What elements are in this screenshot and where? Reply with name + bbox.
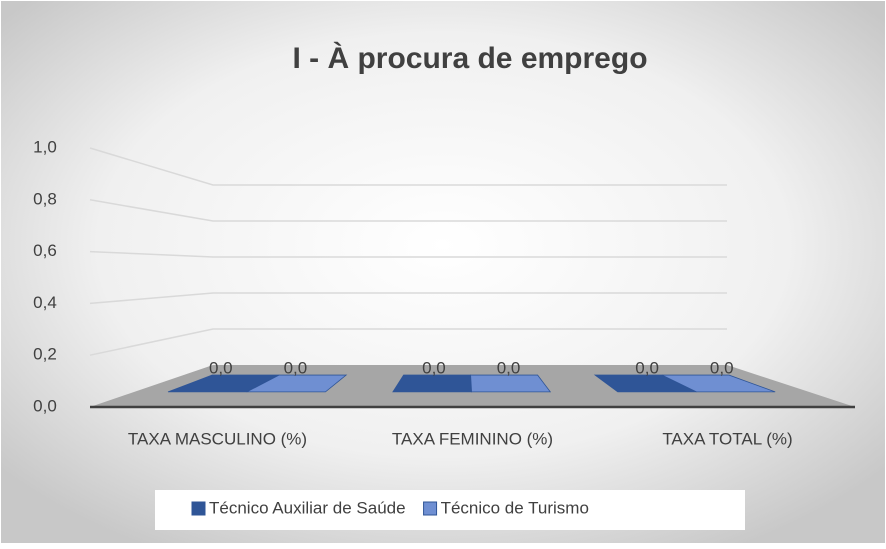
bar	[470, 374, 552, 393]
grid-line	[89, 147, 727, 186]
grid-line	[89, 199, 727, 222]
bar	[246, 374, 348, 393]
value-label: 0,0	[284, 358, 308, 377]
grid-line	[89, 292, 727, 305]
legend	[155, 490, 745, 530]
value-label: 0,0	[422, 358, 446, 377]
y-tick-label: 0,0	[33, 396, 57, 415]
x-tick-label: TAXA FEMININO (%)	[392, 429, 553, 448]
legend-swatch	[423, 501, 438, 516]
legend-label: Técnico Auxiliar de Saúde	[209, 498, 406, 517]
grid-line	[89, 328, 727, 356]
value-label: 0,0	[635, 358, 659, 377]
y-tick-label: 0,6	[33, 241, 57, 260]
grid-line	[89, 250, 727, 258]
x-tick-label: TAXA MASCULINO (%)	[128, 429, 307, 448]
legend-label: Técnico de Turismo	[441, 498, 589, 517]
y-tick-label: 0,2	[33, 345, 57, 364]
bar	[661, 374, 776, 393]
x-tick-label: TAXA TOTAL (%)	[662, 429, 792, 448]
legend-swatch	[191, 501, 206, 516]
y-tick-label: 0,4	[33, 293, 57, 312]
chart-title: I - À procura de emprego	[292, 41, 647, 75]
value-label: 0,0	[497, 358, 521, 377]
value-label: 0,0	[209, 358, 233, 377]
y-tick-label: 1,0	[33, 137, 57, 156]
y-tick-label: 0,8	[33, 189, 57, 208]
bar	[392, 374, 473, 393]
value-label: 0,0	[710, 358, 734, 377]
